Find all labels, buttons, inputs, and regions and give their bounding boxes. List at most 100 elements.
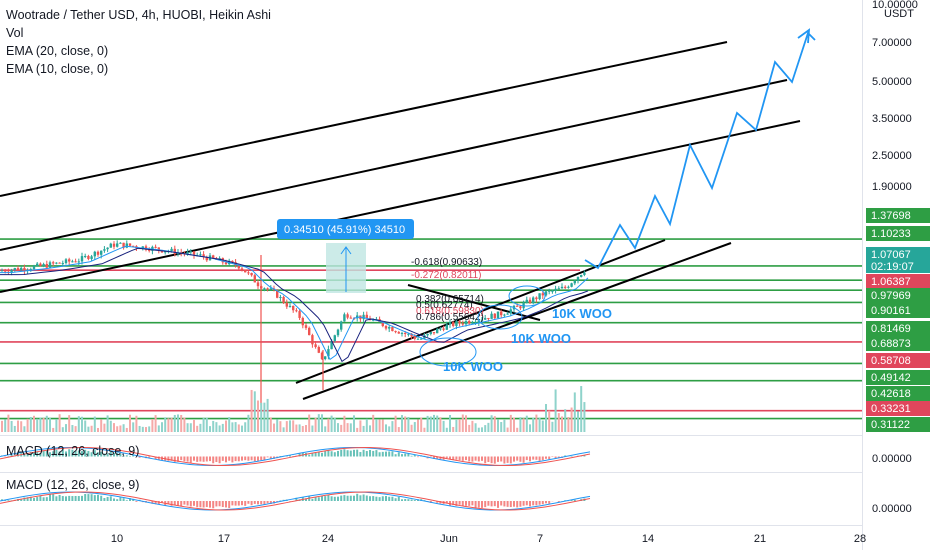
volume-bar [74,426,77,432]
candle-body [346,314,349,318]
macd-label-2[interactable]: MACD (12, 26, close, 9) [6,478,140,492]
price-label-bg-10 [866,386,930,401]
macd-histogram-bar [317,451,320,457]
price-label-1: 1.10233 [871,228,911,240]
macd-histogram-bar [189,501,192,507]
macd-histogram-bar [263,501,266,505]
volume-bar [420,417,423,432]
volume-bar [375,419,378,432]
volume-bar [253,391,256,432]
candle-body [20,267,23,271]
price-label-bg-9 [866,370,930,385]
volume-bar [173,414,176,432]
fib-label-1: -0.272(0.82011) [411,270,481,281]
candle-body [442,328,445,330]
volume-bar [183,417,186,432]
volume-bar [439,417,442,432]
volume-bar [349,423,352,432]
macd-histogram-bar [445,456,448,458]
candle-body [39,263,42,266]
volume-bar [218,425,221,432]
candle-body [128,243,132,246]
macd-histogram-bar [532,501,535,506]
candle-body [0,270,4,272]
macd-histogram-bar [343,495,346,501]
volume-bar [157,425,160,432]
macd-value-1: 0.00000 [872,453,912,465]
macd-histogram-bar [433,456,435,459]
indicator-ema-10[interactable]: EMA (10, close, 0) [6,62,109,76]
macd-histogram-bar [522,501,525,506]
macd-histogram-bar [58,494,61,501]
macd-histogram-bar [65,496,67,501]
trendline-0 [0,41,728,197]
volume-bar [317,414,320,432]
volume-bar [413,422,416,432]
volume-bar [365,418,368,432]
macd-histogram-bar [490,456,493,464]
macd-value-2: 0.00000 [872,503,912,515]
price-label-bg-5 [866,303,930,318]
volume-bar [196,425,199,432]
volume-bar [269,417,272,432]
macd-histogram-bar [23,453,26,457]
candle-body [343,314,346,322]
macd-label-1[interactable]: MACD (12, 26, close, 9) [6,444,140,458]
candle-body [250,273,253,276]
volume-bar [100,419,103,432]
volume-bar [87,426,90,432]
candle-body [503,314,506,316]
volume-bar [404,416,407,432]
candle-body [157,247,160,251]
candle-body [16,268,20,271]
volume-bar [36,418,39,432]
volume-bar [535,414,538,432]
macd-histogram-bar [516,501,519,508]
macd-histogram-bar [260,501,263,505]
macd-histogram-bar [410,455,413,457]
macd-pane-2 [0,491,591,511]
macd-histogram-bar [132,454,135,457]
y-tick-0: 10.00000 [872,0,918,11]
volume-bar [401,415,403,432]
candle-body [484,317,487,320]
macd-histogram-bar [180,456,183,461]
candle-body [32,265,36,270]
macd-histogram-bar [74,496,77,501]
indicator-ema-20[interactable]: EMA (20, close, 0) [6,44,109,58]
volume-bar [234,422,237,432]
price-label-0: 1.37698 [871,210,911,222]
macd-histogram-bar [509,456,512,464]
macd-histogram-bar [250,456,253,461]
candle-body [189,251,192,253]
volume-bar [145,427,147,432]
volume-bar [343,415,346,432]
macd-histogram-bar [346,495,349,501]
volume-bar [148,426,151,432]
macd-histogram-bar [497,456,499,462]
volume-bar [10,420,13,432]
volume-bar [276,419,279,432]
macd-histogram-bar [81,495,83,501]
candle-body [52,262,55,264]
candle-body [583,272,586,275]
macd-histogram-bar [564,455,567,457]
x-tick-1: 17 [218,533,230,545]
volume-bar [471,420,474,432]
volume-bar [442,420,445,432]
volume-bar [7,414,10,432]
macd-histogram-bar [321,495,323,501]
volume-bar [564,409,567,432]
macd-histogram-bar [538,501,541,505]
volume-bar [333,417,336,432]
macd-histogram-bar [500,501,503,506]
macd-histogram-bar [135,501,138,502]
indicator-vol[interactable]: Vol [6,26,24,40]
volume-bar [247,414,250,432]
candle-body [573,280,576,284]
x-tick-6: 21 [754,533,766,545]
macd-histogram-bar [311,452,314,457]
macd-histogram-bar [202,456,205,462]
macd-histogram-bar [103,498,106,501]
